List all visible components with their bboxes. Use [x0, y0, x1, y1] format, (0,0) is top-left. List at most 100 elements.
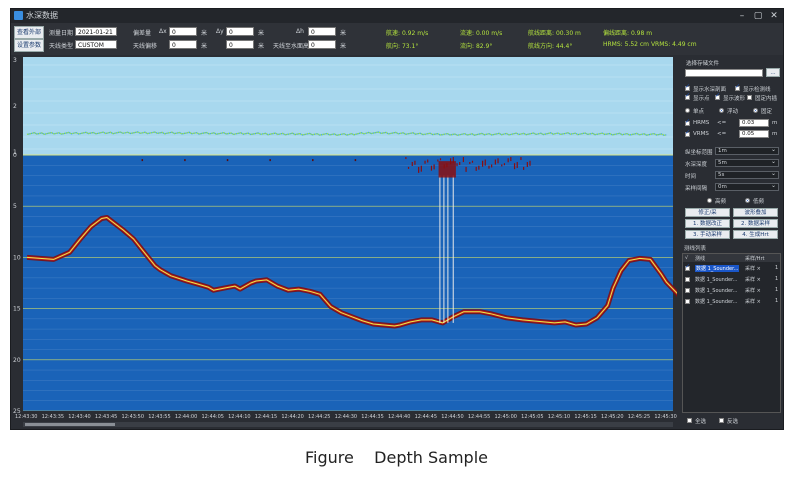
table-row[interactable]: 数据 1_Sounder... 采样 × 1: [683, 263, 780, 273]
surface-noise: [491, 164, 493, 168]
x-tick-label: 12:43:45: [95, 414, 117, 420]
row-extra: 1: [775, 276, 779, 282]
date-input[interactable]: 2021-01-21: [75, 27, 117, 36]
tilt2-input[interactable]: 0: [226, 40, 254, 49]
time-label: 时间: [685, 174, 697, 180]
y-tick-label-lower: 0: [13, 152, 17, 159]
vrms-checkbox[interactable]: [685, 129, 690, 137]
x-tick-label: 12:44:25: [308, 414, 330, 420]
surface-noise: [411, 161, 413, 166]
surface-noise: [510, 157, 512, 162]
row-sample[interactable]: 采样 ×: [745, 266, 761, 272]
hrms-limit-input[interactable]: 0.03: [739, 119, 769, 127]
x-axis-bar: [23, 411, 673, 421]
x-tick-label: 12:44:30: [335, 414, 357, 420]
row-sample[interactable]: 采样 ×: [745, 277, 761, 283]
surface-noise: [354, 159, 357, 162]
dx-input[interactable]: 0: [169, 27, 197, 36]
surface-noise: [507, 158, 509, 163]
height-label: 天线至水面高: [273, 43, 310, 50]
row-extra: 1: [775, 298, 779, 304]
vrms-unit: m: [772, 131, 778, 137]
time-select[interactable]: 5s: [715, 170, 779, 179]
dy-input[interactable]: 0: [226, 27, 254, 36]
row-sample[interactable]: 采样 ×: [745, 288, 761, 294]
sensor-label: 天线类型: [49, 43, 74, 50]
vrms-label: VRMS: [693, 131, 709, 137]
show-wave-checkbox[interactable]: [715, 92, 720, 100]
row-checkbox[interactable]: [685, 288, 690, 293]
vrms-limit-input[interactable]: 0.05: [739, 130, 769, 138]
depth-select[interactable]: 5m: [715, 158, 779, 167]
table-row[interactable]: 数据 1_Sounder... 采样 × 1: [683, 297, 780, 306]
row-name: 数据 1_Sounder...: [695, 299, 738, 305]
set-params-button[interactable]: 设置参数: [14, 39, 44, 52]
x-tick-label: 12:43:40: [68, 414, 90, 420]
generate-hrt-button[interactable]: 4. 生成Hrt: [733, 230, 778, 239]
surface-noise: [494, 159, 496, 165]
mode-float-radio[interactable]: [719, 108, 724, 113]
data-correct-button[interactable]: 1. 数据改正: [685, 219, 730, 228]
close-icon[interactable]: ✕: [770, 11, 778, 21]
collect-button[interactable]: 修正/采: [685, 208, 730, 217]
row-extra: 1: [775, 287, 779, 293]
table-row[interactable]: 数据 1_Sounder... 采样 × 1: [683, 286, 780, 295]
show-water-checkbox[interactable]: [685, 83, 690, 91]
manual-sample-button[interactable]: 3. 手动采样: [685, 230, 730, 239]
surface-noise: [439, 158, 442, 161]
range-select[interactable]: 1m: [715, 146, 779, 155]
x-tick-label: 12:43:50: [122, 414, 144, 420]
row-sample[interactable]: 采样 ×: [745, 299, 761, 305]
low-freq-radio[interactable]: [745, 198, 750, 203]
hrms-checkbox[interactable]: [685, 118, 690, 126]
x-tick-label: 12:45:05: [521, 414, 543, 420]
surface-noise: [475, 166, 477, 171]
dh-unit: 米: [340, 30, 347, 37]
high-freq-radio[interactable]: [707, 198, 712, 203]
wave-overlay-button[interactable]: 波形叠加: [733, 208, 778, 217]
surface-noise: [523, 166, 525, 170]
minimize-icon[interactable]: –: [739, 11, 745, 21]
show-line-checkbox[interactable]: [735, 83, 740, 91]
select-all-label: 全选: [695, 419, 707, 425]
file-input[interactable]: [685, 69, 763, 77]
lock-checkbox[interactable]: [747, 95, 752, 100]
surface-noise: [484, 159, 486, 166]
table-header: √ 测线 采样/Hrt: [683, 254, 780, 262]
sensor-input[interactable]: CUSTOM: [75, 40, 117, 49]
dh-input[interactable]: 0: [308, 27, 336, 36]
show-points-checkbox[interactable]: [685, 92, 690, 100]
row-checkbox[interactable]: [685, 277, 690, 282]
maximize-icon[interactable]: ▢: [753, 11, 763, 21]
x-tick-label: 12:44:15: [255, 414, 277, 420]
line-dist-stat: 偏线距离: 0.98 m: [603, 30, 653, 37]
view-external-button[interactable]: 查看外部: [14, 26, 44, 39]
data-sample-button[interactable]: 2. 数据采样: [733, 219, 778, 228]
surface-noise: [312, 159, 314, 162]
height-input[interactable]: 0: [308, 40, 336, 49]
select-all-checkbox[interactable]: [687, 418, 692, 423]
tilt-label: 天线偏移: [133, 43, 158, 50]
surface-noise: [427, 159, 429, 163]
x-tick-label: 12:44:05: [201, 414, 223, 420]
mode-fixed-radio[interactable]: [753, 108, 758, 113]
row-checkbox[interactable]: [685, 263, 690, 271]
x-tick-label: 12:43:35: [42, 414, 64, 420]
browse-button[interactable]: ...: [766, 68, 780, 77]
depth-line: [26, 217, 677, 327]
tilt-input[interactable]: 0: [169, 40, 197, 49]
x-tick-label: 12:45:15: [574, 414, 596, 420]
table-row[interactable]: 数据 1_Sounder... 采样 × 1: [683, 275, 780, 284]
interval-select[interactable]: 0m: [715, 182, 779, 191]
x-tick-label: 12:44:50: [441, 414, 463, 420]
mode-single-label: 单点: [693, 109, 705, 115]
row-checkbox[interactable]: [685, 299, 690, 304]
date-label: 测量日期: [49, 30, 74, 37]
file-label: 选择存储文件: [686, 61, 720, 67]
invert-checkbox[interactable]: [719, 418, 724, 423]
mode-single-radio[interactable]: [685, 108, 690, 113]
show-wave-label: 显示波形: [723, 96, 746, 102]
x-tick-label: 12:45:10: [548, 414, 570, 420]
rms-stat: HRMS: 5.52 cm VRMS: 4.49 cm: [603, 41, 697, 48]
